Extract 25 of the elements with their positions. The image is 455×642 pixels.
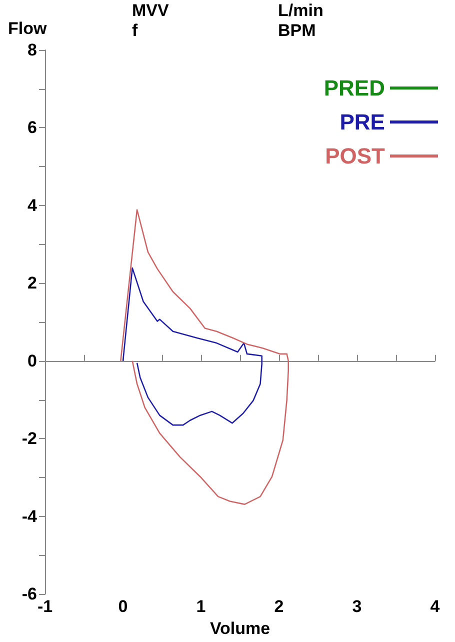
text: BPM [278, 21, 316, 40]
text: f [132, 21, 138, 40]
x-tick-label: -1 [37, 597, 53, 616]
legend-label: POST [325, 144, 386, 168]
y-tick-label: -4 [22, 506, 38, 526]
y-tick-label: -2 [22, 429, 37, 448]
x-tick-label: 3 [352, 597, 362, 616]
y-axis-title: Flow [8, 19, 48, 38]
text: L/min [278, 1, 324, 20]
x-tick-label: 4 [430, 597, 440, 616]
line-series [122, 267, 262, 426]
x-axis-title: Volume [210, 619, 270, 638]
x-tick-label: 1 [196, 597, 206, 616]
line-series [120, 209, 290, 505]
y-tick-label: -6 [22, 584, 37, 604]
y-tick-label: 6 [28, 118, 37, 138]
y-tick-label: 4 [28, 196, 38, 215]
x-tick-label: 0 [118, 597, 128, 616]
y-tick-label: 0 [28, 351, 37, 370]
y-tick-label: 2 [28, 274, 37, 293]
text: MVV [132, 1, 170, 20]
y-tick-label: 8 [28, 40, 37, 60]
legend-label: PRE [340, 110, 385, 134]
legend-label: PRED [324, 76, 385, 100]
x-tick-label: 2 [274, 597, 284, 616]
